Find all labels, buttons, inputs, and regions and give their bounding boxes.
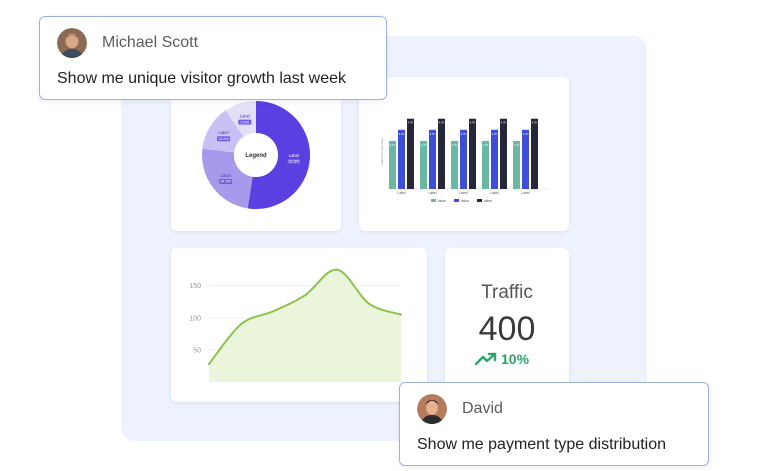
line-chart-card: 50 100 150 <box>171 248 427 402</box>
y-tick-label: 50 <box>193 347 201 354</box>
bar-category-label: Label <box>490 191 499 195</box>
legend-swatch <box>431 199 436 202</box>
donut-slice-label: Label <box>289 153 299 158</box>
bar <box>407 118 414 189</box>
legend-swatch <box>477 199 482 202</box>
donut-slice <box>247 101 310 209</box>
donut-slice-tag: 24.5% <box>220 180 231 184</box>
donut-slice-label: Label <box>218 130 228 135</box>
bar-category-label: Label <box>397 191 406 195</box>
avatar-david <box>417 394 447 424</box>
donut-slice <box>202 110 244 153</box>
bar-category-label: Label <box>459 191 468 195</box>
bar-value-tag: 4.7K <box>470 121 476 125</box>
bar <box>500 118 507 189</box>
avatar-michael <box>57 28 87 58</box>
bar-chart: Label of Component 4.7K 4.7K 4.7K Label 4.7K 4… <box>380 118 549 203</box>
bar-category-label: Label <box>521 191 530 195</box>
bar <box>451 140 458 189</box>
bar <box>482 140 489 189</box>
bar-value-tag: 4.7K <box>439 121 445 125</box>
chat-message-michael: Michael Scott Show me unique visitor gro… <box>39 16 387 100</box>
bar <box>438 118 445 189</box>
y-tick-label: 100 <box>189 315 201 322</box>
bar-category-label: Label <box>428 191 437 195</box>
chat-message-david: David Show me payment type distribution <box>399 382 709 466</box>
traffic-delta: 10% <box>501 351 530 367</box>
data-point <box>208 363 210 365</box>
donut-tag-box <box>219 178 233 184</box>
bar-value-tag: 4.7K <box>483 143 489 147</box>
donut-slice-label: Label <box>240 114 250 119</box>
bar-value-tag: 4.7K <box>523 132 529 136</box>
bar-value-tag: 4.7K <box>390 143 396 147</box>
data-point <box>400 313 402 316</box>
bar-value-tag: 4.7K <box>461 132 467 136</box>
traffic-title: Traffic <box>481 282 533 303</box>
donut-slice-tag: 9.5% <box>241 120 250 124</box>
legend-swatch <box>454 199 459 202</box>
data-point <box>336 268 338 271</box>
area-fill <box>209 269 401 382</box>
donut-slice-tag: 52.5% <box>288 160 299 164</box>
bar-value-tag: 4.7K <box>452 143 458 147</box>
donut-slice <box>202 148 253 209</box>
visitor-growth-chart: 50 100 150 <box>189 268 402 382</box>
donut-center-label: Legend <box>245 153 267 159</box>
legend-label: Value <box>438 199 447 203</box>
trend-up-icon <box>475 352 497 366</box>
donut-hole <box>234 133 278 177</box>
donut-tag-box <box>287 158 301 164</box>
message-text: Show me unique visitor growth last week <box>57 70 347 87</box>
bar-value-tag: 4.7K <box>408 121 414 125</box>
bar <box>531 118 538 189</box>
bar-chart-card: Label of Component 4.7K 4.7K 4.7K Label 4.7K 4… <box>359 77 569 231</box>
legend-label: Value <box>484 199 493 203</box>
data-point <box>368 302 370 305</box>
bar <box>389 140 396 189</box>
donut-slice <box>225 101 256 137</box>
traffic-value: 400 <box>478 310 536 348</box>
bar <box>398 129 405 189</box>
bar-value-tag: 4.7K <box>514 143 520 147</box>
bar-value-tag: 4.7K <box>532 121 538 125</box>
bar-value-tag: 4.7K <box>399 132 405 136</box>
bar-value-tag: 4.7K <box>501 121 507 125</box>
bar-value-tag: 4.7K <box>492 132 498 136</box>
donut-slice-tag: 13.6% <box>218 137 229 141</box>
legend-label: Value <box>461 199 470 203</box>
message-text: Show me payment type distribution <box>417 436 667 453</box>
donut-chart-card: Label 52.5% Label 24.5% Label 13.6% Label 9.5% L… <box>171 77 341 231</box>
bar <box>522 129 529 189</box>
sender-name: David <box>462 400 503 417</box>
bar <box>513 140 520 189</box>
sender-name: Michael Scott <box>102 34 199 51</box>
donut-tag-box <box>217 136 231 142</box>
bar-y-label: Label of Component <box>380 138 384 165</box>
donut-slice-label: Label <box>221 173 231 178</box>
bar <box>469 118 476 189</box>
bar <box>420 140 427 189</box>
bar-value-tag: 4.7K <box>430 132 436 136</box>
bar <box>460 129 467 189</box>
donut-chart: Label52.5%Label24.5%Label13.6%Label9.5%L… <box>202 101 310 209</box>
bar-value-tag: 4.7K <box>421 143 427 147</box>
data-point <box>240 323 242 326</box>
bar <box>429 129 436 189</box>
bar <box>491 129 498 189</box>
data-point <box>304 294 306 297</box>
data-point <box>272 310 274 313</box>
y-tick-label: 150 <box>189 283 201 290</box>
traffic-card: Traffic 400 10% <box>445 248 569 402</box>
donut-tag-box <box>238 119 252 125</box>
